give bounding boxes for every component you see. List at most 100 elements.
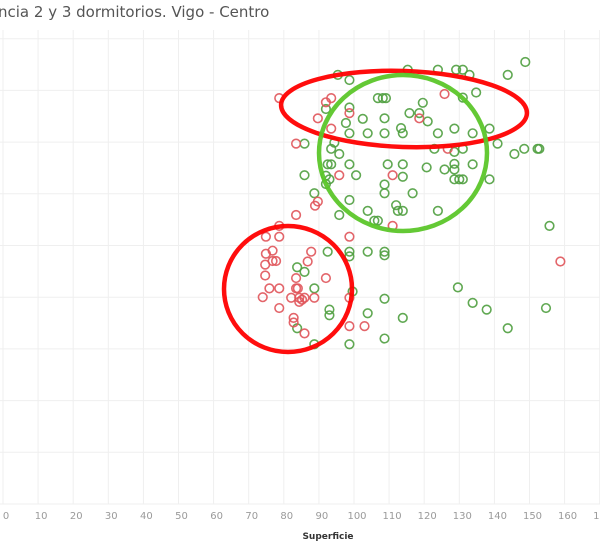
data-point-red[interactable] <box>439 88 450 100</box>
data-point-red[interactable] <box>306 246 317 257</box>
data-point-green[interactable] <box>432 128 443 139</box>
data-point-green[interactable] <box>322 159 333 170</box>
data-point-green[interactable] <box>292 262 303 273</box>
data-point-green[interactable] <box>344 339 355 350</box>
data-point-green[interactable] <box>457 174 468 185</box>
data-point-green[interactable] <box>540 302 552 314</box>
data-point-red[interactable] <box>302 256 313 267</box>
data-point-green[interactable] <box>379 188 390 199</box>
data-point-green[interactable] <box>467 159 478 170</box>
data-point-red[interactable] <box>296 294 308 305</box>
data-point-green[interactable] <box>326 143 337 154</box>
data-point-red[interactable] <box>299 328 310 339</box>
data-point-green[interactable] <box>299 170 310 181</box>
data-point-green[interactable] <box>344 246 355 257</box>
data-point-green[interactable] <box>439 164 450 175</box>
data-point-red[interactable] <box>264 283 275 294</box>
data-point-red[interactable] <box>555 256 566 267</box>
data-point-green[interactable] <box>397 128 408 139</box>
data-point-green[interactable] <box>391 200 402 211</box>
data-point-green[interactable] <box>449 158 460 169</box>
data-point-red[interactable] <box>334 170 345 181</box>
data-point-green[interactable] <box>395 123 407 134</box>
data-point-green[interactable] <box>344 159 355 170</box>
data-point-green[interactable] <box>422 116 433 127</box>
data-point-red[interactable] <box>290 272 302 284</box>
data-point-green[interactable] <box>392 205 403 216</box>
data-point-green[interactable] <box>397 205 408 216</box>
data-point-green[interactable] <box>379 246 390 257</box>
data-point-red[interactable] <box>288 312 299 323</box>
data-point-green[interactable] <box>397 171 408 182</box>
data-point-green[interactable] <box>334 148 345 160</box>
data-point-green[interactable] <box>407 188 418 199</box>
data-point-red[interactable] <box>288 317 299 328</box>
data-point-green[interactable] <box>379 179 390 190</box>
data-point-green[interactable] <box>299 138 310 149</box>
data-point-red[interactable] <box>290 209 302 221</box>
data-point-red[interactable] <box>309 292 320 303</box>
data-point-green[interactable] <box>484 174 495 185</box>
data-point-green[interactable] <box>324 310 335 321</box>
data-point-green[interactable] <box>309 283 320 294</box>
data-point-green[interactable] <box>320 103 332 115</box>
data-point-green[interactable] <box>397 312 408 323</box>
data-point-red[interactable] <box>344 231 355 242</box>
data-point-red[interactable] <box>320 97 332 108</box>
data-point-green[interactable] <box>449 164 460 175</box>
data-point-green[interactable] <box>457 92 468 103</box>
data-point-green[interactable] <box>452 282 463 293</box>
data-point-green[interactable] <box>502 323 513 334</box>
data-point-green[interactable] <box>344 128 355 139</box>
data-point-green[interactable] <box>414 108 425 119</box>
data-point-green[interactable] <box>382 159 393 170</box>
data-point-green[interactable] <box>379 250 390 261</box>
data-point-green[interactable] <box>520 56 531 68</box>
data-point-red[interactable] <box>257 292 268 303</box>
data-point-green[interactable] <box>481 304 492 315</box>
data-point-green[interactable] <box>379 333 390 344</box>
data-point-green[interactable] <box>484 123 495 134</box>
data-point-green[interactable] <box>404 108 415 119</box>
data-point-red[interactable] <box>260 259 271 270</box>
data-point-green[interactable] <box>379 293 390 304</box>
data-point-red[interactable] <box>294 292 305 303</box>
data-point-red[interactable] <box>290 138 302 149</box>
data-point-green[interactable] <box>471 87 482 98</box>
data-point-green[interactable] <box>299 266 310 277</box>
data-point-green[interactable] <box>454 174 465 185</box>
data-point-red[interactable] <box>292 283 303 294</box>
data-point-red[interactable] <box>320 272 332 284</box>
data-point-green[interactable] <box>351 170 362 181</box>
data-point-red[interactable] <box>312 113 323 124</box>
data-point-green[interactable] <box>309 188 320 199</box>
data-point-red[interactable] <box>274 283 285 294</box>
data-point-green[interactable] <box>467 297 478 308</box>
data-point-green[interactable] <box>379 128 390 139</box>
data-point-green[interactable] <box>492 138 503 149</box>
data-point-red[interactable] <box>344 321 355 332</box>
data-point-green[interactable] <box>509 148 520 160</box>
data-point-red[interactable] <box>270 255 282 267</box>
data-point-red[interactable] <box>267 245 278 256</box>
data-point-green[interactable] <box>449 123 460 134</box>
data-point-green[interactable] <box>421 162 432 173</box>
data-point-red[interactable] <box>299 292 310 303</box>
data-point-green[interactable] <box>344 74 355 86</box>
data-point-red[interactable] <box>274 302 285 314</box>
data-point-green[interactable] <box>397 159 408 170</box>
data-point-green[interactable] <box>322 246 333 257</box>
data-point-green[interactable] <box>377 93 388 104</box>
data-point-green[interactable] <box>334 209 345 221</box>
data-point-green[interactable] <box>380 93 392 104</box>
data-point-green[interactable] <box>324 304 335 315</box>
data-point-green[interactable] <box>340 117 352 129</box>
data-point-red[interactable] <box>326 123 337 134</box>
data-point-red[interactable] <box>344 108 355 119</box>
data-point-green[interactable] <box>457 64 468 75</box>
data-point-green[interactable] <box>344 194 355 206</box>
data-point-green[interactable] <box>372 215 383 226</box>
data-point-red[interactable] <box>260 231 271 242</box>
data-point-green[interactable] <box>502 69 513 80</box>
data-point-green[interactable] <box>362 128 373 139</box>
